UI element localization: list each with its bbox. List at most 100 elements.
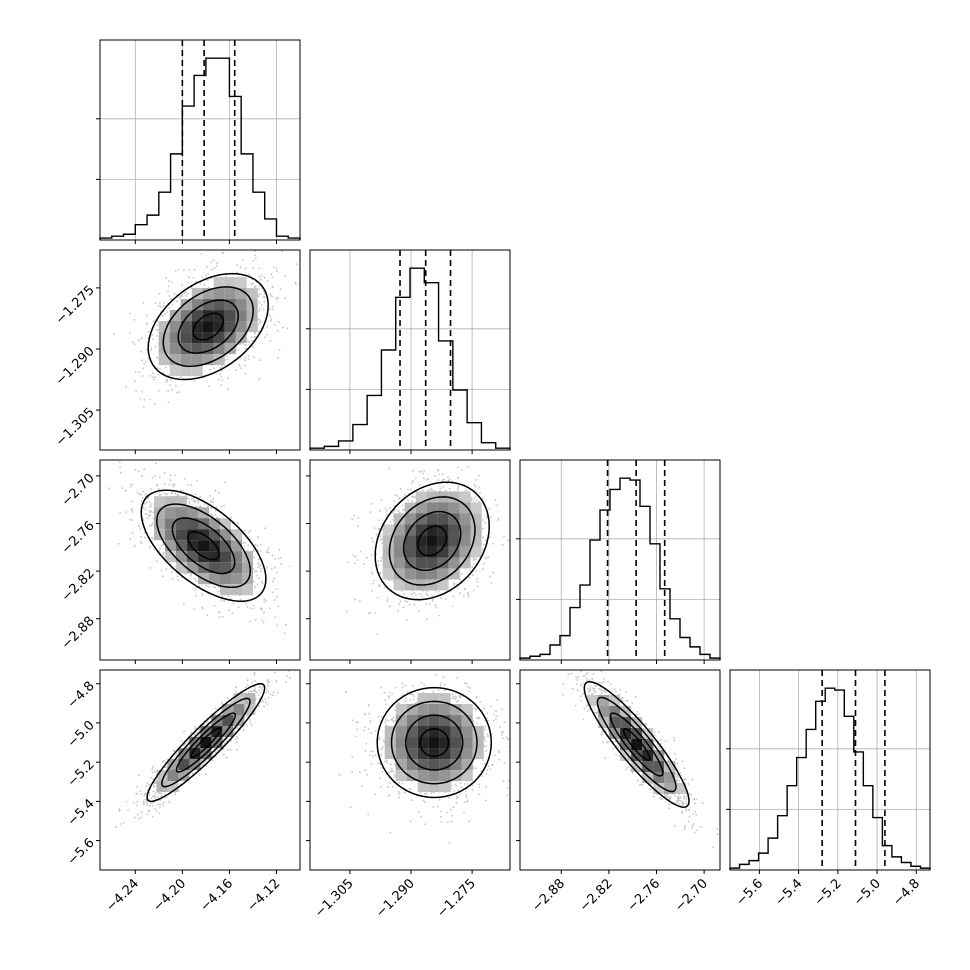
sample-point [96, 487, 98, 489]
sample-point [167, 280, 170, 282]
density-cell [437, 557, 449, 569]
panel-content [115, 670, 291, 828]
sample-point [404, 494, 407, 496]
sample-point [247, 355, 250, 357]
sample-point [261, 582, 264, 584]
sample-point [244, 529, 247, 532]
density-cell [220, 562, 232, 574]
sample-point [388, 605, 391, 608]
sample-point [471, 498, 473, 500]
sample-point [266, 566, 268, 569]
sample-point [253, 580, 256, 583]
sample-point [125, 489, 127, 492]
density-cell [404, 557, 416, 569]
sample-point [267, 678, 269, 681]
sample-point [247, 358, 250, 361]
sample-point [378, 519, 380, 522]
density-cell [209, 518, 221, 530]
sample-point [143, 468, 146, 471]
sample-point [170, 280, 173, 283]
sample-point [459, 592, 461, 595]
sample-point [475, 499, 478, 502]
sample-point [473, 484, 476, 486]
sample-point [133, 544, 136, 547]
density-cell [437, 568, 449, 580]
sample-point [252, 259, 255, 262]
sample-point [370, 503, 373, 505]
sample-point [244, 359, 247, 362]
sample-point [212, 585, 215, 588]
density-cell [242, 573, 254, 585]
sample-point [273, 577, 275, 580]
sample-point [235, 346, 238, 348]
sample-point [257, 562, 259, 565]
density-cell [415, 502, 427, 514]
sample-point [140, 500, 143, 502]
density-cell [191, 299, 203, 311]
sample-point [162, 301, 165, 304]
sample-point [362, 563, 365, 566]
density-cell [176, 518, 188, 530]
sample-point [203, 503, 206, 506]
sample-point [195, 479, 198, 482]
sample-point [154, 376, 157, 379]
density-cell [202, 321, 214, 333]
sample-point [143, 502, 146, 505]
sample-point [468, 576, 470, 579]
density-cell [191, 288, 203, 300]
sample-point [476, 585, 479, 588]
panel-frame [309, 249, 511, 451]
sample-point [121, 487, 124, 489]
sample-point [137, 470, 140, 472]
density-cell [382, 535, 394, 547]
sample-point [139, 350, 142, 353]
sample-point [140, 535, 143, 538]
density-cell [470, 502, 482, 514]
sample-point [404, 600, 407, 602]
density-cell [382, 524, 394, 536]
sample-point [171, 388, 174, 391]
density-cell [224, 299, 236, 311]
sample-point [255, 691, 258, 694]
sample-point [219, 366, 222, 369]
sample-point [261, 688, 263, 690]
sample-point [250, 283, 253, 286]
sample-point [227, 388, 230, 391]
sample-point [258, 267, 261, 270]
sample-point [150, 505, 152, 508]
sample-point [239, 598, 242, 601]
sample-point [175, 753, 178, 755]
sample-point [200, 252, 203, 255]
sample-point [108, 487, 110, 490]
sample-point [411, 500, 413, 502]
sample-point [160, 305, 162, 308]
sample-point [347, 561, 350, 564]
sample-point [273, 599, 276, 601]
sample-point [206, 279, 209, 281]
sample-point [155, 560, 158, 562]
sample-point [140, 390, 143, 393]
sample-point [263, 600, 266, 603]
sample-point [269, 315, 271, 318]
panel-background [730, 670, 930, 870]
sample-point [163, 491, 166, 494]
sample-point [151, 768, 154, 771]
sample-point [272, 308, 274, 310]
density-cell [393, 524, 405, 536]
sample-point [254, 254, 256, 256]
sample-point [127, 809, 129, 811]
sample-point [180, 740, 183, 743]
density-cell [470, 513, 482, 525]
density-cell [393, 546, 405, 558]
sample-point [471, 574, 474, 577]
sample-point [357, 517, 360, 519]
sample-point [198, 734, 201, 737]
sample-point [156, 367, 159, 370]
sample-point [277, 605, 280, 607]
panel-background [100, 40, 300, 240]
sample-point [221, 251, 224, 254]
sample-point [201, 276, 204, 278]
density-cell [224, 321, 236, 333]
sample-point [260, 567, 262, 570]
sample-point [473, 489, 476, 492]
